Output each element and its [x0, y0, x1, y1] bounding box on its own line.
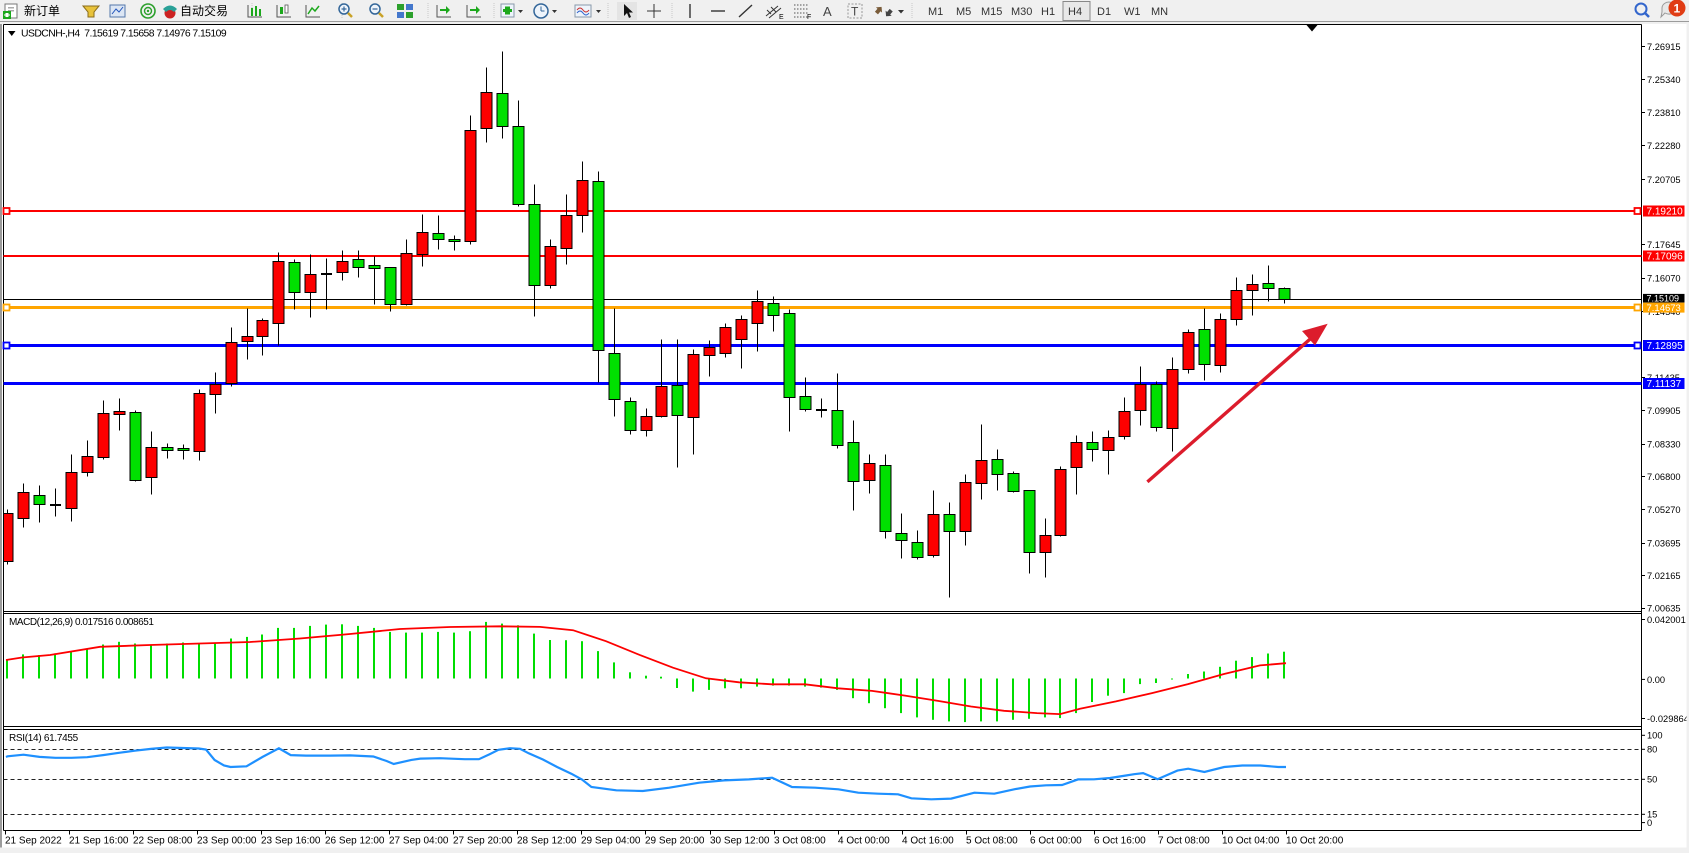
svg-text:7.17645: 7.17645 — [1647, 240, 1681, 250]
svg-text:USDCNH-,H4 7.15619 7.15658 7.: USDCNH-,H4 7.15619 7.15658 7.14976 7.151… — [21, 28, 227, 39]
svg-text:7.25340: 7.25340 — [1647, 75, 1681, 85]
svg-text:21 Sep 2022: 21 Sep 2022 — [5, 835, 62, 846]
svg-text:7.16070: 7.16070 — [1647, 274, 1681, 284]
svg-text:7.00635: 7.00635 — [1647, 603, 1681, 613]
svg-text:W1: W1 — [1124, 6, 1141, 18]
svg-text:M5: M5 — [956, 6, 971, 18]
svg-text:自动交易: 自动交易 — [180, 3, 228, 18]
svg-text:23 Sep 00:00: 23 Sep 00:00 — [197, 835, 257, 846]
svg-text:30 Sep 12:00: 30 Sep 12:00 — [710, 835, 770, 846]
svg-text:5 Oct 08:00: 5 Oct 08:00 — [966, 835, 1018, 846]
svg-text:29 Sep 20:00: 29 Sep 20:00 — [645, 835, 705, 846]
svg-text:100: 100 — [1647, 731, 1663, 741]
svg-text:7 Oct 08:00: 7 Oct 08:00 — [1158, 835, 1210, 846]
svg-text:23 Sep 16:00: 23 Sep 16:00 — [261, 835, 321, 846]
svg-text:MN: MN — [1151, 6, 1168, 18]
svg-text:15: 15 — [1647, 810, 1657, 820]
svg-text:7.23810: 7.23810 — [1647, 108, 1681, 118]
svg-text:H4: H4 — [1068, 6, 1082, 18]
svg-text:7.03695: 7.03695 — [1647, 539, 1681, 549]
svg-text:10 Oct 04:00: 10 Oct 04:00 — [1222, 835, 1280, 846]
svg-text:RSI(14) 61.7455: RSI(14) 61.7455 — [9, 733, 79, 744]
svg-text:7.15109: 7.15109 — [1647, 294, 1680, 304]
svg-text:0.042001: 0.042001 — [1647, 615, 1686, 625]
svg-text:新订单: 新订单 — [24, 3, 60, 18]
svg-text:7.11137: 7.11137 — [1647, 379, 1682, 390]
svg-text:7.12895: 7.12895 — [1647, 341, 1684, 352]
svg-text:50: 50 — [1647, 775, 1657, 785]
svg-text:-0.029864: -0.029864 — [1647, 714, 1689, 724]
svg-text:F: F — [807, 14, 811, 21]
svg-text:27 Sep 04:00: 27 Sep 04:00 — [389, 835, 449, 846]
svg-text:28 Sep 12:00: 28 Sep 12:00 — [517, 835, 577, 846]
svg-text:27 Sep 20:00: 27 Sep 20:00 — [453, 835, 513, 846]
svg-text:4 Oct 16:00: 4 Oct 16:00 — [902, 835, 954, 846]
svg-text:7.08330: 7.08330 — [1647, 440, 1681, 450]
svg-text:7.09905: 7.09905 — [1647, 406, 1681, 416]
svg-text:7.19210: 7.19210 — [1647, 206, 1684, 217]
svg-text:A: A — [823, 4, 832, 19]
svg-text:7.14673: 7.14673 — [1647, 303, 1681, 314]
svg-text:80: 80 — [1647, 745, 1657, 755]
svg-text:10 Oct 20:00: 10 Oct 20:00 — [1286, 835, 1344, 846]
svg-text:3 Oct 08:00: 3 Oct 08:00 — [774, 835, 826, 846]
svg-text:7.17096: 7.17096 — [1647, 251, 1684, 262]
svg-text:1: 1 — [1674, 2, 1681, 16]
svg-text:21 Sep 16:00: 21 Sep 16:00 — [69, 835, 129, 846]
svg-text:H1: H1 — [1041, 6, 1055, 18]
svg-text:E: E — [779, 14, 784, 21]
svg-text:7.06800: 7.06800 — [1647, 472, 1681, 482]
svg-text:4 Oct 00:00: 4 Oct 00:00 — [838, 835, 890, 846]
svg-text:7.05270: 7.05270 — [1647, 505, 1681, 515]
svg-text:D1: D1 — [1097, 6, 1111, 18]
svg-text:6 Oct 16:00: 6 Oct 16:00 — [1094, 835, 1146, 846]
svg-text:7.02165: 7.02165 — [1647, 571, 1681, 581]
svg-text:7.22280: 7.22280 — [1647, 141, 1681, 151]
svg-text:M15: M15 — [981, 6, 1002, 18]
svg-text:M1: M1 — [928, 6, 943, 18]
svg-text:0.00: 0.00 — [1647, 675, 1665, 685]
svg-text:7.20705: 7.20705 — [1647, 175, 1681, 185]
svg-text:0: 0 — [1647, 818, 1652, 828]
svg-text:M30: M30 — [1011, 6, 1032, 18]
svg-text:29 Sep 04:00: 29 Sep 04:00 — [581, 835, 641, 846]
svg-text:MACD(12,26,9) 0.017516 0.00865: MACD(12,26,9) 0.017516 0.008651 — [9, 617, 154, 628]
svg-text:26 Sep 12:00: 26 Sep 12:00 — [325, 835, 385, 846]
svg-text:22 Sep 08:00: 22 Sep 08:00 — [133, 835, 193, 846]
svg-text:T: T — [851, 5, 859, 19]
svg-text:7.26915: 7.26915 — [1647, 42, 1681, 52]
svg-text:6 Oct 00:00: 6 Oct 00:00 — [1030, 835, 1082, 846]
